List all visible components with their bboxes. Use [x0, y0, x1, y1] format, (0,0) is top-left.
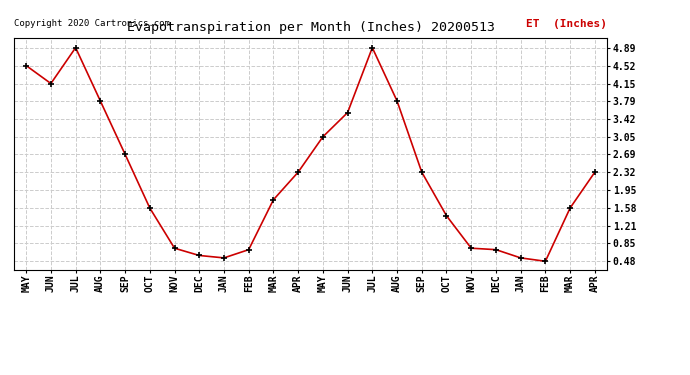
Title: Evapotranspiration per Month (Inches) 20200513: Evapotranspiration per Month (Inches) 20… [126, 21, 495, 33]
Text: ET  (Inches): ET (Inches) [526, 19, 607, 29]
Text: Copyright 2020 Cartronics.com: Copyright 2020 Cartronics.com [14, 19, 170, 28]
